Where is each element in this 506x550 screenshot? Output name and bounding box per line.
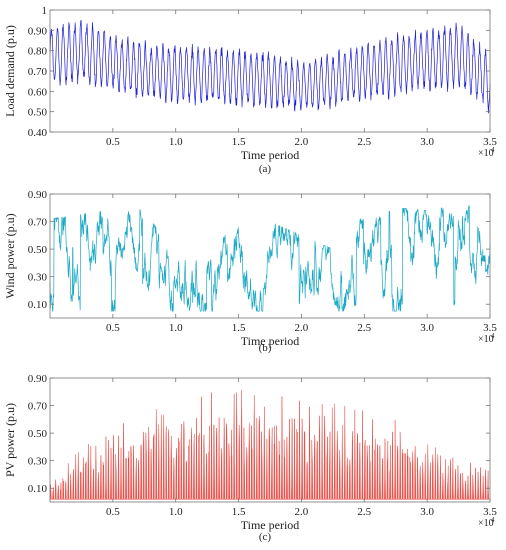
x-tick-label: 1.0 bbox=[169, 506, 183, 518]
y-tick-label: 0.90 bbox=[28, 25, 48, 37]
pv-power-area bbox=[49, 389, 490, 500]
y-tick-label: 0.80 bbox=[28, 46, 48, 58]
x-axis-multiplier-exponent: 4 bbox=[491, 516, 495, 524]
wind-power-chart: 0.10 0.30 0.50 0.70 0.90 0.5 1.0 1.5 2.0 2.5 3.0 3… bbox=[3, 189, 497, 354]
x-axis-multiplier-exponent: 4 bbox=[491, 332, 495, 340]
x-axis-multiplier: ×10 bbox=[478, 334, 494, 345]
panel-caption-a: (a) bbox=[259, 163, 272, 175]
x-tick-label: 3.0 bbox=[420, 136, 434, 148]
x-tick-label: 0.5 bbox=[106, 322, 120, 334]
x-axis-label: Time period bbox=[241, 518, 300, 532]
y-tick-label: 0.60 bbox=[28, 86, 48, 98]
x-tick-label: 2.0 bbox=[295, 322, 309, 334]
panel-caption-b: (b) bbox=[259, 342, 272, 354]
x-tick-label: 3.0 bbox=[420, 322, 434, 334]
y-axis-ticks: 0.40 0.50 0.60 0.70 0.80 0.90 1 bbox=[28, 5, 490, 139]
y-tick-label: 0.40 bbox=[28, 127, 48, 139]
load-demand-line bbox=[49, 19, 491, 114]
y-axis-label: Load demand (p.u) bbox=[3, 25, 17, 117]
x-axis-label: Time period bbox=[241, 334, 300, 348]
x-tick-label: 1.0 bbox=[169, 322, 183, 334]
x-tick-label: 0.5 bbox=[106, 136, 120, 148]
y-tick-label: 0.10 bbox=[28, 299, 48, 311]
panel-caption-c: (c) bbox=[259, 531, 272, 543]
y-tick-label: 0.50 bbox=[28, 244, 48, 256]
y-tick-label: 0.30 bbox=[28, 272, 48, 284]
x-tick-label: 1.0 bbox=[169, 136, 183, 148]
wind-power-line bbox=[49, 205, 491, 312]
pv-power-series bbox=[49, 389, 490, 500]
x-axis-ticks: 0.5 1.0 1.5 2.0 2.5 3.0 3.5 bbox=[106, 378, 497, 518]
x-axis-multiplier: ×10 bbox=[478, 148, 494, 159]
y-tick-label: 0.70 bbox=[28, 66, 48, 78]
y-tick-label: 0.70 bbox=[28, 401, 48, 413]
y-tick-label: 0.30 bbox=[28, 456, 48, 468]
x-tick-label: 3.5 bbox=[483, 136, 497, 148]
x-axis-label: Time period bbox=[241, 148, 300, 162]
x-axis-ticks: 0.5 1.0 1.5 2.0 2.5 3.0 3.5 bbox=[106, 194, 497, 334]
x-tick-label: 2.5 bbox=[357, 506, 371, 518]
x-tick-label: 0.5 bbox=[106, 506, 120, 518]
y-tick-label: 0.10 bbox=[28, 483, 48, 495]
plot-frame bbox=[49, 9, 491, 133]
y-tick-label: 0.90 bbox=[28, 373, 48, 385]
y-tick-label: 0.50 bbox=[28, 107, 48, 119]
pv-power-chart: 0.10 0.30 0.50 0.70 0.90 0.5 1.0 1.5 2.0 2.5 3.0 3… bbox=[3, 373, 497, 543]
x-tick-label: 3.5 bbox=[483, 506, 497, 518]
x-axis-multiplier: ×10 bbox=[478, 518, 494, 529]
wind-power-series bbox=[49, 205, 491, 312]
x-tick-label: 2.5 bbox=[357, 136, 371, 148]
plot-frame bbox=[49, 377, 491, 503]
y-axis-ticks: 0.10 0.30 0.50 0.70 0.90 bbox=[28, 189, 490, 311]
x-tick-label: 2.0 bbox=[295, 506, 309, 518]
x-tick-label: 2.5 bbox=[357, 322, 371, 334]
y-tick-label: 1 bbox=[42, 5, 48, 17]
plot-frame bbox=[49, 193, 491, 319]
x-tick-label: 3.0 bbox=[420, 506, 434, 518]
x-tick-label: 1.5 bbox=[232, 136, 246, 148]
y-axis-label: Wind power (p.u) bbox=[3, 213, 17, 298]
x-tick-label: 3.5 bbox=[483, 322, 497, 334]
x-axis-multiplier-exponent: 4 bbox=[491, 146, 495, 154]
x-tick-label: 1.5 bbox=[232, 322, 246, 334]
y-tick-label: 0.70 bbox=[28, 217, 48, 229]
y-tick-label: 0.90 bbox=[28, 189, 48, 201]
y-axis-label: PV power (p.u) bbox=[3, 403, 17, 477]
x-axis-ticks: 0.5 1.0 1.5 2.0 2.5 3.0 3.5 bbox=[106, 10, 497, 148]
y-axis-ticks: 0.10 0.30 0.50 0.70 0.90 bbox=[28, 373, 490, 495]
load-demand-chart: 0.40 0.50 0.60 0.70 0.80 0.90 1 0.5 1.0 1.5 2.0 2.… bbox=[3, 5, 497, 175]
x-tick-label: 1.5 bbox=[232, 506, 246, 518]
load-demand-series bbox=[49, 19, 491, 114]
x-tick-label: 2.0 bbox=[295, 136, 309, 148]
y-tick-label: 0.50 bbox=[28, 428, 48, 440]
